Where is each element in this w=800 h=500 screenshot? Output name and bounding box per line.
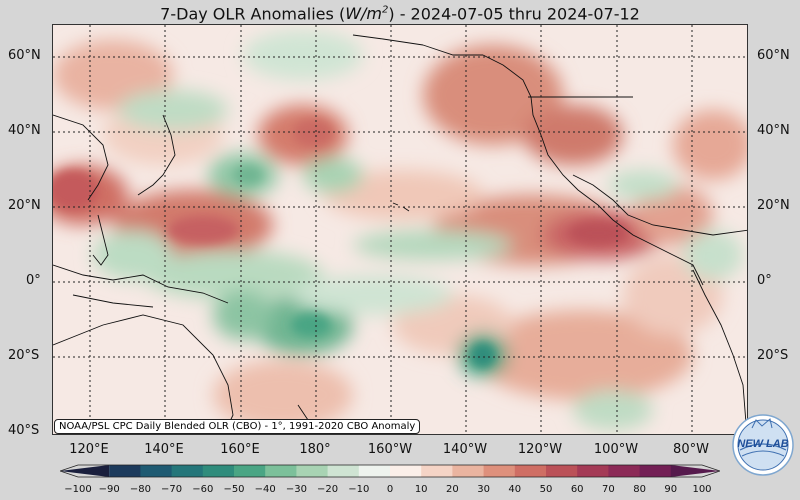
colorbar-segment [577, 465, 609, 477]
colorbar-segment [421, 465, 453, 477]
colorbar-tick-label: −20 [317, 484, 339, 495]
colorbar-tick-label: 10 [414, 484, 428, 495]
colorbar-tick-label: 20 [446, 484, 459, 495]
lon-label: 160°W [367, 442, 413, 457]
lon-label: 120°E [69, 442, 109, 457]
anomaly-map [53, 25, 747, 434]
colorbar-segment [514, 465, 547, 477]
colorbar-segment [202, 465, 235, 477]
colorbar-tick-label: −80 [129, 484, 151, 495]
colorbar-segment [327, 465, 360, 477]
colorbar-segment [390, 465, 422, 477]
colorbar-segment [171, 465, 204, 477]
colorbar-tick-label: −100 [64, 484, 92, 495]
colorbar-segment [358, 465, 391, 477]
colorbar-segment [639, 465, 672, 477]
title-prefix: 7-Day OLR Anomalies ( [160, 4, 346, 24]
colorbar-bar [58, 464, 722, 478]
lat-label-left: 20°N [8, 198, 41, 213]
map-title: 7-Day OLR Anomalies (W/m2) - 2024-07-05 … [0, 0, 800, 24]
colorbar-tick-label: 80 [633, 484, 646, 495]
colorbar-tick-label: −50 [223, 484, 245, 495]
colorbar-tick-label: −60 [192, 484, 214, 495]
lat-label-left: 0° [26, 273, 41, 288]
lon-label: 180° [299, 442, 331, 457]
lat-label-left: 40°N [8, 123, 41, 138]
svg-text:NEW LAB: NEW LAB [737, 438, 788, 450]
colorbar-segment [140, 465, 173, 477]
colorbar-segment [60, 465, 110, 477]
source-caption: NOAA/PSL CPC Daily Blended OLR (CBO) - 1… [54, 419, 421, 434]
anomaly-field [53, 30, 747, 430]
colorbar-tick-label: 60 [570, 484, 584, 495]
colorbar-tick-label: −90 [98, 484, 120, 495]
title-suffix: ) - 2024-07-05 thru 2024-07-12 [388, 4, 640, 24]
colorbar-tick-label: 70 [602, 484, 615, 495]
graticule [53, 25, 747, 434]
lon-label: 100°W [593, 442, 639, 457]
lat-label-right: 40°N [757, 123, 790, 138]
colorbar-segment [265, 465, 297, 477]
colorbar-tick-label: −70 [161, 484, 183, 495]
lat-label-right: 20°N [757, 198, 790, 213]
colorbar-tick-label: −40 [254, 484, 276, 495]
colorbar-segment [546, 465, 578, 477]
lon-label: 140°W [442, 442, 488, 457]
colorbar: −100 −90 −80 −70 −60 −50 −40 −30 −20 −10 0 10 20 30 40… [58, 462, 722, 500]
map-panel [52, 24, 748, 435]
colorbar-segment [452, 465, 485, 477]
colorbar-tick-label: 90 [664, 484, 678, 495]
colorbar-segment [608, 465, 641, 477]
colorbar-tick-label: −10 [348, 484, 370, 495]
colorbar-tick-label: 40 [508, 484, 522, 495]
colorbar-segment [670, 465, 720, 477]
colorbar-segment [483, 465, 516, 477]
lat-label-right: 20°S [757, 348, 789, 363]
lat-label-right: 0° [757, 273, 772, 288]
lat-label-left: 40°S [8, 423, 40, 438]
lat-label-left: 20°S [8, 348, 40, 363]
lat-label-right: 60°N [757, 48, 790, 63]
lab-logo: NEW LAB [732, 414, 794, 476]
lat-label-left: 60°N [8, 48, 41, 63]
lon-label: 80°W [673, 442, 709, 457]
colorbar-tick-label: 100 [692, 484, 712, 495]
colorbar-tick-label: 30 [477, 484, 490, 495]
lon-label: 140°E [144, 442, 184, 457]
lon-label: 120°W [517, 442, 563, 457]
colorbar-tick-label: −30 [285, 484, 307, 495]
colorbar-tick-label: 50 [539, 484, 553, 495]
coastlines [53, 34, 747, 434]
colorbar-tick-label: 0 [386, 484, 394, 495]
title-unit: W/m2 [345, 4, 389, 24]
colorbar-segment [296, 465, 329, 477]
colorbar-segment [234, 465, 266, 477]
lon-label: 160°E [220, 442, 260, 457]
colorbar-segment [109, 465, 141, 477]
